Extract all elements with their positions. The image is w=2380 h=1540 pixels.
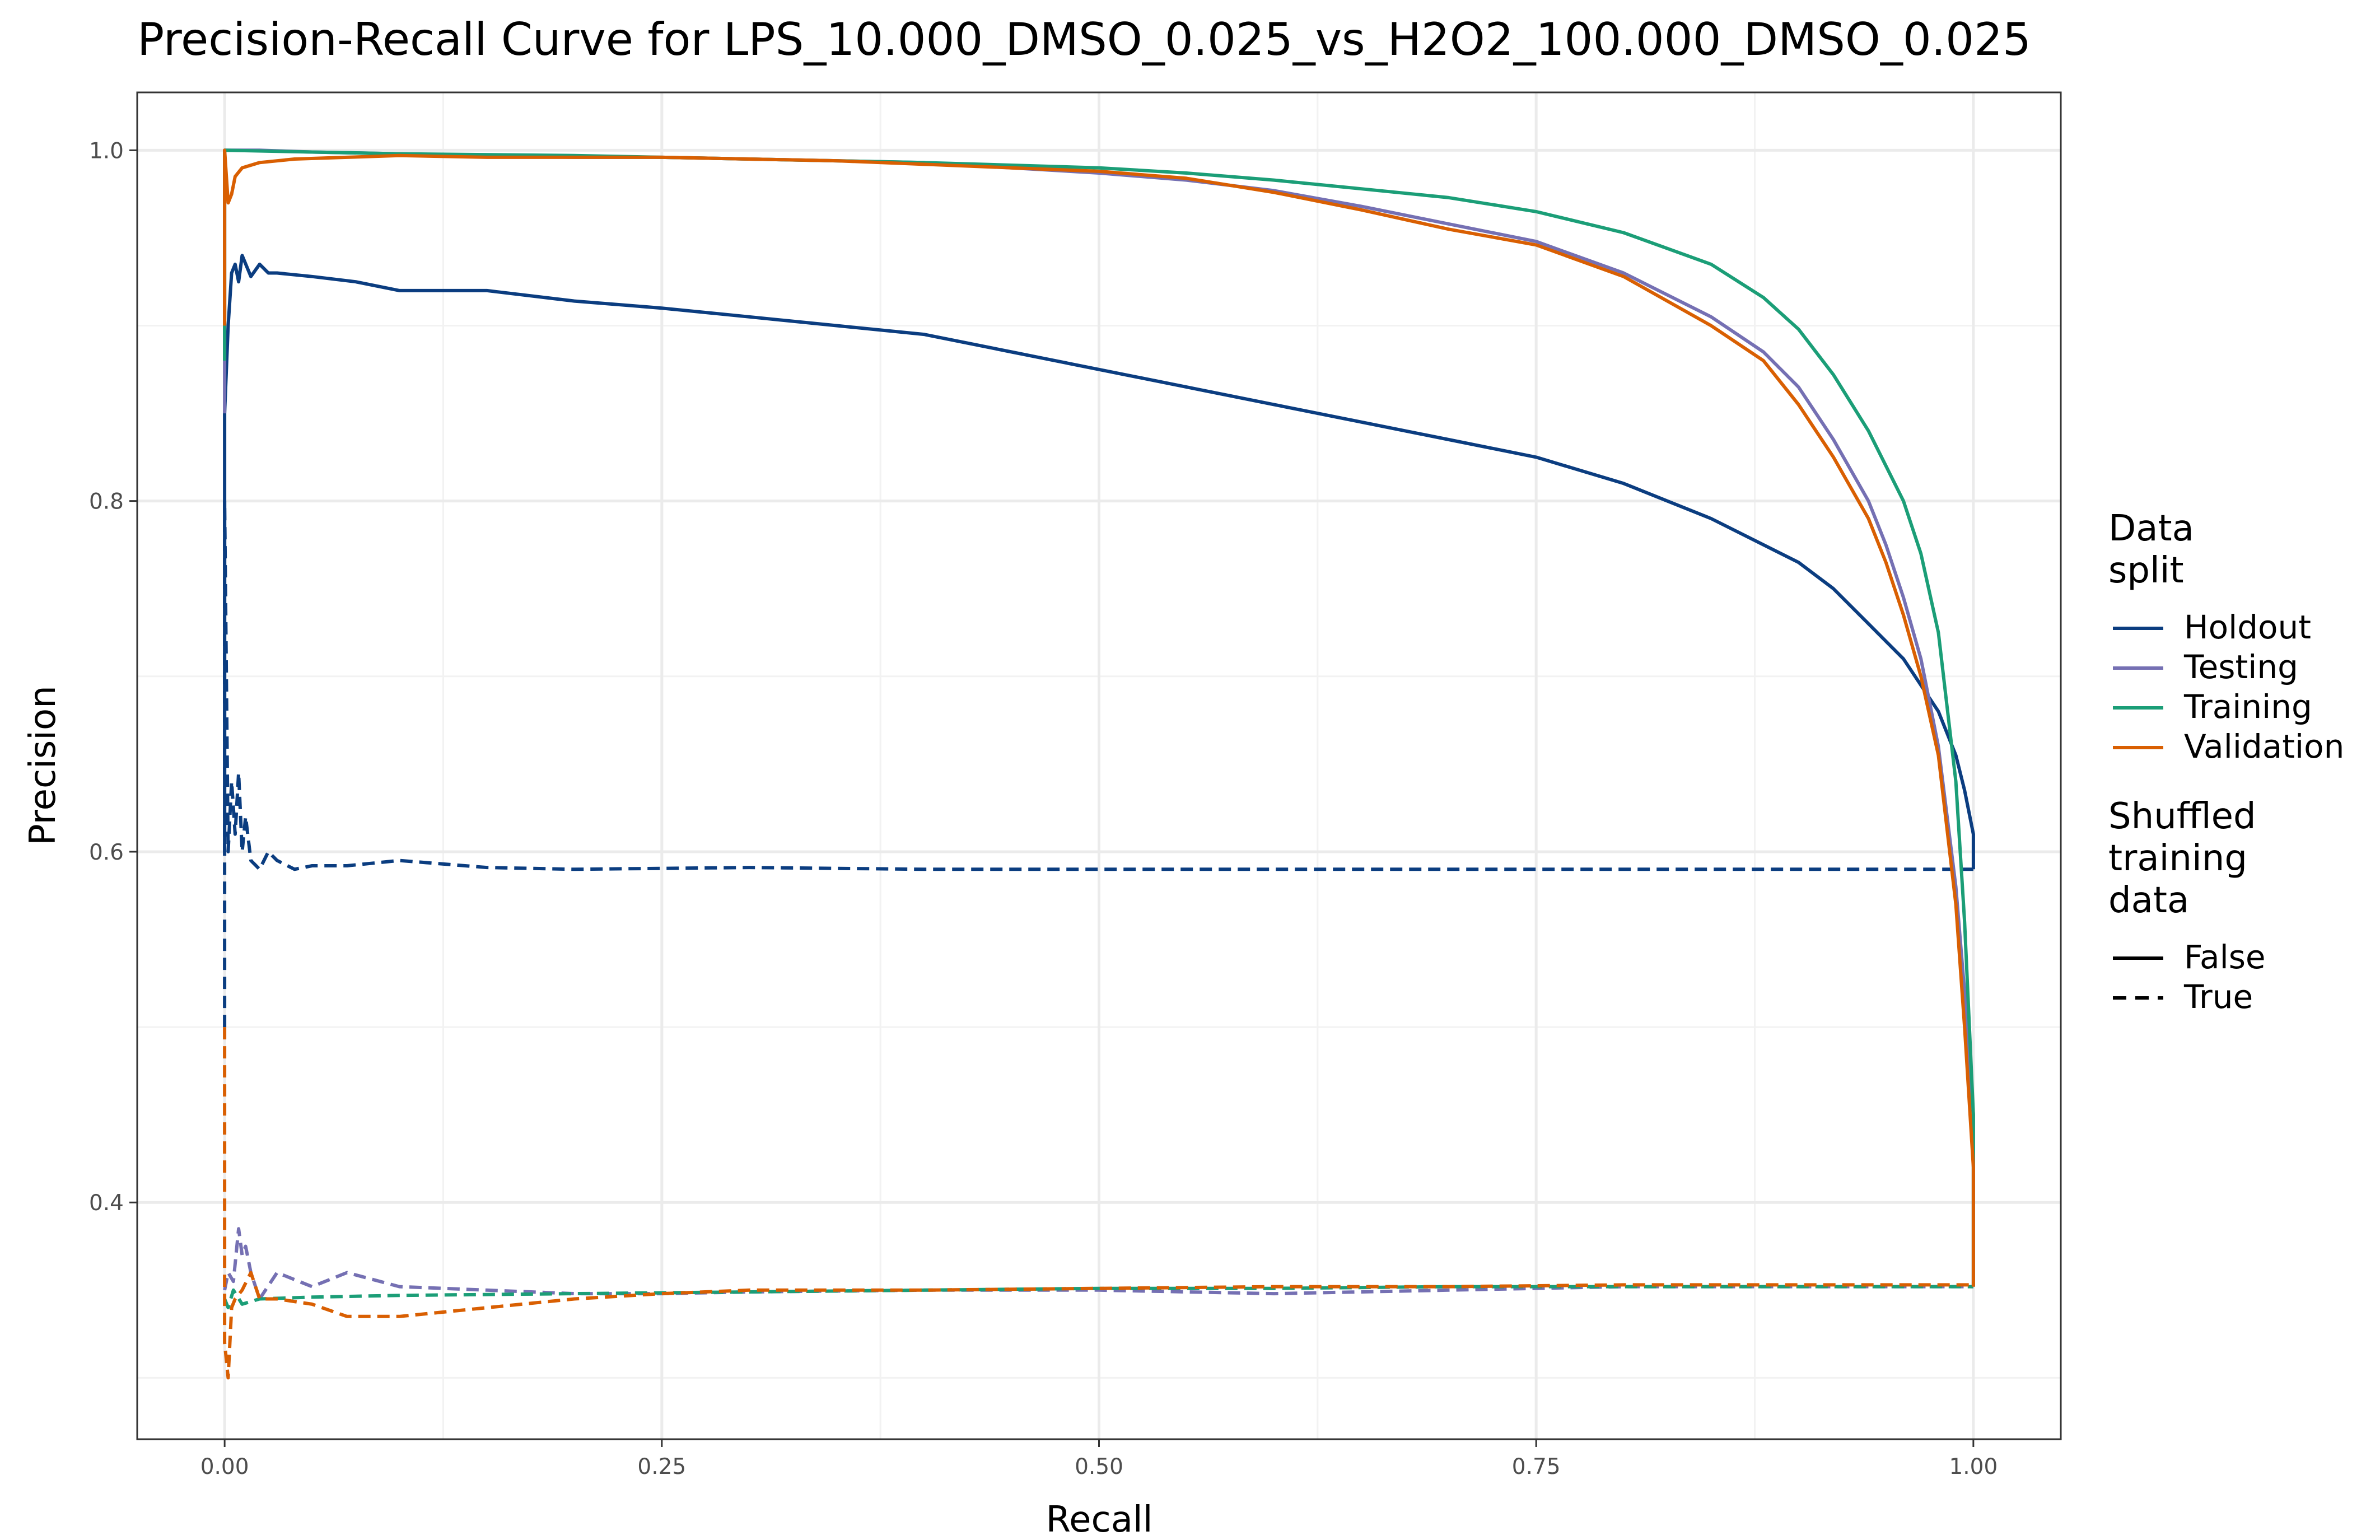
x-tick-label: 0.00: [200, 1454, 249, 1480]
y-tick-label: 0.8: [89, 489, 124, 515]
series-line-testing-shuffled: [223, 1227, 1973, 1301]
legend-label-holdout: Holdout: [2184, 608, 2311, 646]
legend-title-shuffled: Shuffled: [2108, 796, 2256, 837]
legend-title-data-split: Data: [2108, 508, 2194, 549]
y-tick-label: 1.0: [89, 138, 124, 164]
legend-title-data-split: split: [2108, 550, 2184, 591]
legend-label-validation: Validation: [2184, 727, 2344, 766]
series-line-validation-shuffled: [223, 1027, 1973, 1380]
y-tick-label: 0.4: [89, 1191, 124, 1216]
x-axis-title: Recall: [1046, 1499, 1153, 1540]
x-tick-label: 0.50: [1075, 1454, 1123, 1480]
series-line-holdout-shuffled: [223, 499, 1973, 1028]
y-tick-label: 0.6: [89, 840, 124, 865]
legend-label-false: False: [2184, 938, 2266, 976]
x-tick-label: 1.00: [1949, 1454, 1998, 1480]
legend-label-testing: Testing: [2183, 648, 2298, 686]
legend-label-true: True: [2183, 978, 2253, 1016]
x-tick-label: 0.25: [637, 1454, 686, 1480]
legend-title-shuffled: training: [2108, 838, 2247, 879]
chart-title: Precision-Recall Curve for LPS_10.000_DM…: [137, 13, 2031, 66]
plot-panel: [136, 91, 2062, 1440]
x-tick-label: 0.75: [1512, 1454, 1561, 1480]
series-line-holdout-unshuffled: [223, 254, 1975, 870]
y-axis-title: Precision: [22, 685, 64, 846]
legend-title-shuffled: data: [2108, 880, 2189, 921]
series-line-validation-unshuffled: [223, 148, 1975, 1287]
legend-label-training: Training: [2183, 688, 2312, 726]
legend: DatasplitHoldoutTestingTrainingValidatio…: [2108, 508, 2344, 1016]
axes: 0.00 0.25 0.50 0.75 1.00 0.4 0.6 0.8 1.0: [89, 138, 1998, 1480]
